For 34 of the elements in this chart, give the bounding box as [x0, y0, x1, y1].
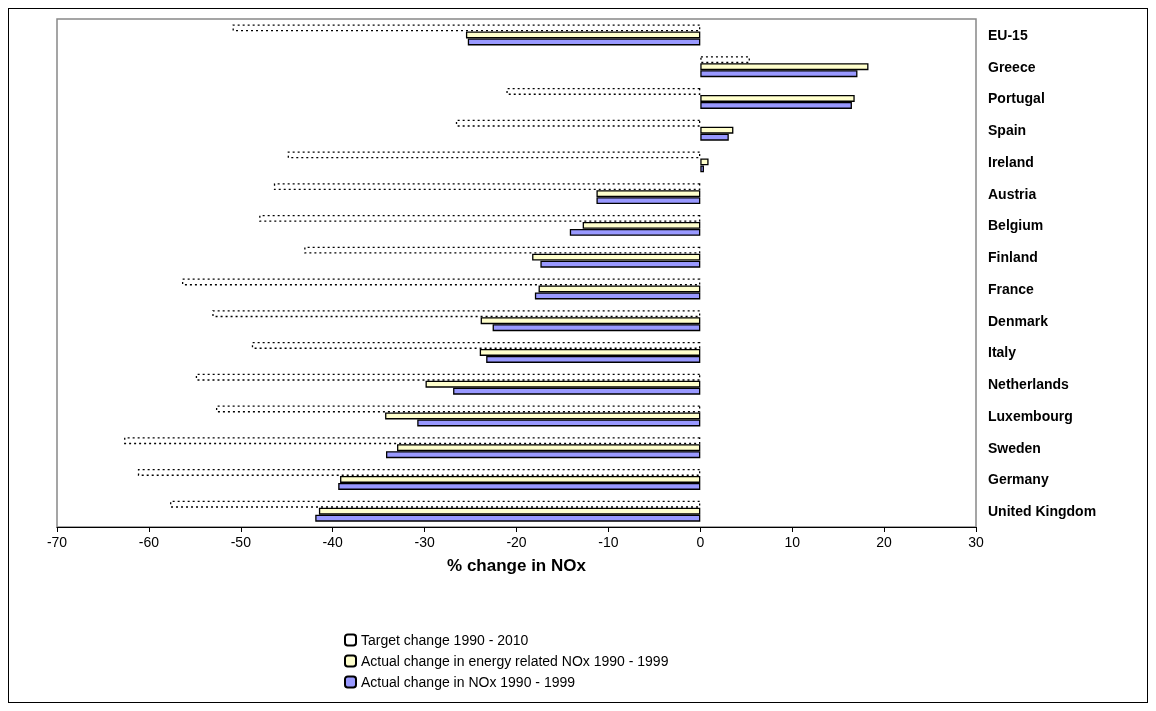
- x-axis-title: % change in NOx: [447, 556, 587, 575]
- y-tick-label: Denmark: [988, 312, 1049, 329]
- x-tick-label: -10: [598, 534, 619, 550]
- x-tick-label: -60: [138, 534, 160, 550]
- y-tick-label: Portugal: [988, 90, 1045, 107]
- y-tick-label: Sweden: [988, 439, 1041, 456]
- y-tick-label: Austria: [988, 185, 1037, 202]
- y-tick-label: France: [988, 280, 1035, 297]
- y-tick-label: Ireland: [988, 153, 1034, 170]
- y-tick-label: Finland: [988, 249, 1038, 266]
- y-tick-label: EU-15: [988, 26, 1028, 43]
- x-tick-label: 0: [696, 534, 705, 550]
- y-tick-label: Greece: [988, 58, 1036, 75]
- y-tick-label: United Kingdom: [988, 503, 1097, 520]
- y-tick-label: Netherlands: [988, 376, 1070, 393]
- bar: [455, 119, 701, 127]
- bar: [506, 87, 701, 95]
- x-tick-label: -40: [322, 534, 344, 550]
- y-tick-label: Belgium: [988, 217, 1044, 234]
- y-tick-label: Italy: [988, 344, 1017, 361]
- y-tick-label: Spain: [988, 122, 1027, 139]
- x-tick-label: 30: [968, 534, 984, 550]
- bar: [287, 151, 701, 159]
- y-tick-label: Germany: [988, 471, 1049, 488]
- x-tick-label: -50: [230, 534, 252, 550]
- x-tick-label: -30: [414, 534, 435, 550]
- legend-label: Actual change in NOx 1990 - 1999: [361, 674, 576, 690]
- y-tick-label: Luxembourg: [988, 407, 1073, 424]
- x-tick-label: -70: [46, 534, 68, 550]
- legend-label: Actual change in energy related NOx 1990 - 1999: [361, 653, 669, 669]
- x-tick-label: 20: [876, 534, 893, 550]
- legend-label: Target change 1990 - 2010: [361, 632, 529, 648]
- x-tick-label: 10: [784, 534, 801, 550]
- x-tick-label: -20: [506, 534, 527, 550]
